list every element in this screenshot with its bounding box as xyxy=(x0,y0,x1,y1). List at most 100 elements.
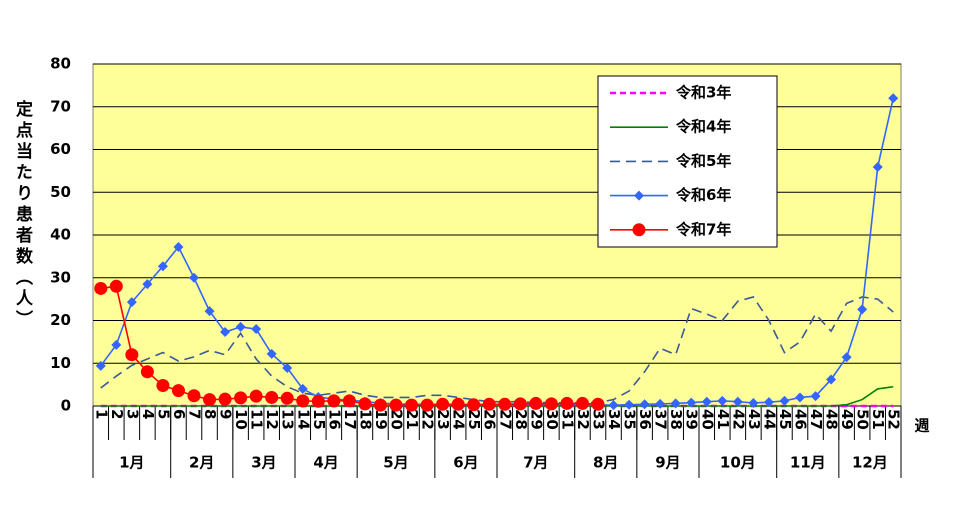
x-tick-label: 7 xyxy=(186,409,204,419)
x-tick-label: 13 xyxy=(279,409,297,430)
x-tick-label: 15 xyxy=(310,409,328,430)
marker xyxy=(795,392,805,403)
x-tick-label: 38 xyxy=(667,409,685,430)
legend-label: 令和5年 xyxy=(676,152,731,170)
marker xyxy=(111,339,122,350)
marker xyxy=(732,396,743,407)
marker xyxy=(467,398,481,412)
marker xyxy=(591,397,605,411)
marker xyxy=(187,389,201,403)
marker xyxy=(266,348,277,359)
x-tick-label: 25 xyxy=(465,409,483,430)
marker xyxy=(826,374,837,385)
x-tick-label: 44 xyxy=(760,409,778,430)
marker xyxy=(857,304,868,315)
marker xyxy=(265,390,279,404)
y-tick-label: 50 xyxy=(50,183,71,201)
month-label: 6月 xyxy=(453,454,478,472)
marker xyxy=(297,383,308,394)
x-tick-label: 40 xyxy=(698,409,716,430)
marker xyxy=(157,261,168,272)
x-tick-label: 3 xyxy=(123,409,141,419)
x-tick-label: 5 xyxy=(154,409,172,419)
marker xyxy=(342,394,356,408)
marker xyxy=(204,306,215,317)
marker xyxy=(686,397,697,408)
x-axis-label: 週 xyxy=(914,417,929,435)
marker xyxy=(482,397,496,411)
y-tick-label: 40 xyxy=(50,226,71,244)
legend-marker xyxy=(634,190,644,201)
marker xyxy=(235,321,246,332)
marker xyxy=(639,399,650,410)
marker xyxy=(779,395,790,406)
marker xyxy=(373,398,387,412)
x-tick-label: 26 xyxy=(481,409,499,430)
marker xyxy=(655,398,666,409)
x-tick-label: 50 xyxy=(854,409,872,430)
marker xyxy=(142,279,153,290)
y-tick-label: 70 xyxy=(50,97,71,115)
x-tick-label: 39 xyxy=(683,409,701,430)
x-tick-label: 33 xyxy=(590,409,608,430)
marker xyxy=(234,391,248,405)
month-label: 10月 xyxy=(720,454,756,472)
marker xyxy=(126,297,137,308)
legend-label: 令和6年 xyxy=(676,186,731,204)
y-axis-label: 定点当たり患者数（人） xyxy=(12,99,34,331)
month-label: 1月 xyxy=(119,454,144,472)
legend-label: 令和3年 xyxy=(676,84,731,102)
marker xyxy=(173,241,184,252)
marker xyxy=(95,360,106,371)
x-tick-label: 12 xyxy=(263,409,281,430)
x-tick-label: 14 xyxy=(294,409,312,430)
marker xyxy=(220,327,231,338)
marker xyxy=(608,400,619,411)
x-tick-label: 17 xyxy=(341,409,359,430)
x-tick-label: 35 xyxy=(621,409,639,430)
marker xyxy=(529,396,543,410)
marker xyxy=(109,279,123,293)
x-tick-label: 48 xyxy=(823,409,841,430)
x-tick-label: 9 xyxy=(217,409,235,419)
marker xyxy=(189,272,199,283)
month-label: 5月 xyxy=(383,454,408,472)
marker xyxy=(701,396,712,407)
month-label: 2月 xyxy=(189,454,214,472)
x-tick-label: 36 xyxy=(636,409,654,430)
month-label: 8月 xyxy=(593,454,618,472)
x-tick-label: 51 xyxy=(869,409,887,430)
x-tick-label: 42 xyxy=(729,409,747,430)
y-tick-label: 0 xyxy=(61,397,71,415)
x-tick-label: 16 xyxy=(325,409,343,430)
x-tick-label: 22 xyxy=(419,409,437,430)
marker xyxy=(872,162,883,173)
marker xyxy=(171,384,185,398)
x-tick-label: 10 xyxy=(232,409,250,430)
marker xyxy=(218,392,232,406)
x-tick-label: 52 xyxy=(885,409,903,430)
x-tick-label: 32 xyxy=(574,409,592,430)
x-tick-label: 19 xyxy=(372,409,390,430)
x-tick-label: 37 xyxy=(652,409,670,430)
x-tick-label: 1 xyxy=(92,409,110,419)
x-tick-label: 11 xyxy=(248,409,266,430)
legend-label: 令和4年 xyxy=(676,118,731,136)
x-tick-label: 47 xyxy=(807,409,825,430)
marker xyxy=(888,93,899,104)
x-tick-label: 18 xyxy=(356,409,374,430)
x-tick-label: 24 xyxy=(450,409,468,430)
marker xyxy=(717,395,728,406)
marker xyxy=(389,398,403,412)
marker xyxy=(249,389,263,403)
x-tick-label: 43 xyxy=(745,409,763,430)
x-tick-label: 34 xyxy=(605,409,623,430)
legend-marker xyxy=(632,223,646,237)
x-tick-label: 29 xyxy=(527,409,545,430)
marker xyxy=(327,394,341,408)
marker xyxy=(280,391,294,405)
x-tick-label: 23 xyxy=(434,409,452,430)
marker xyxy=(140,365,154,379)
x-tick-label: 41 xyxy=(714,409,732,430)
